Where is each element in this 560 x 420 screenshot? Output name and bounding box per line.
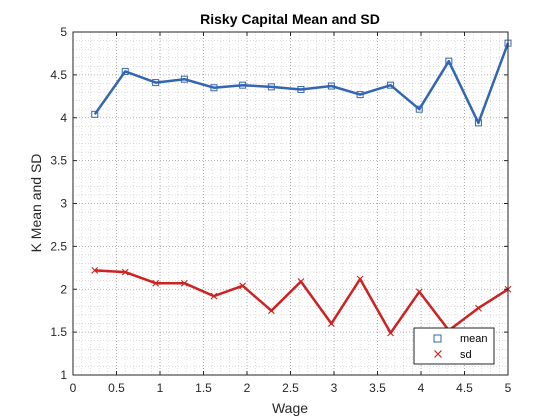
data-point-sd (239, 282, 247, 290)
data-point-mean (474, 119, 482, 127)
x-axis-label: Wage (272, 400, 308, 416)
series-line-mean (93, 42, 510, 125)
x-tick-label: 4 (418, 381, 425, 395)
data-point-sd (356, 275, 364, 283)
chart-title: Risky Capital Mean and SD (200, 11, 380, 27)
data-point-sd (180, 279, 188, 287)
data-point-mean (327, 82, 335, 90)
x-tick-label: 3 (331, 381, 338, 395)
data-point-mean (121, 67, 129, 75)
y-tick-label: 2 (60, 282, 67, 296)
data-point-sd (267, 307, 275, 315)
data-point-mean (152, 79, 160, 87)
y-tick-label: 2.5 (50, 239, 67, 253)
data-point-mean (239, 81, 247, 89)
x-tick-label: 4.5 (456, 381, 473, 395)
y-tick-label: 5 (60, 25, 67, 39)
legend-label-sd: sd (460, 349, 472, 361)
legend-box (413, 327, 495, 365)
data-point-sd (415, 288, 423, 296)
legend-x-marker-icon (434, 350, 442, 358)
data-point-mean (445, 57, 453, 65)
x-tick-label: 2.5 (282, 381, 299, 395)
y-tick-label: 4.5 (50, 68, 67, 82)
y-tick-label: 3 (60, 197, 67, 211)
x-tick-label: 2 (244, 381, 251, 395)
axis-ticks (72, 31, 509, 376)
data-point-mean (91, 110, 99, 118)
y-axis-tick-labels: 1 1.5 2 2.5 3 3.5 4 4.5 5 (50, 25, 67, 382)
y-tick-label: 4 (60, 111, 67, 125)
data-point-mean (356, 91, 364, 99)
data-point-mean (267, 83, 275, 91)
x-tick-label: 1 (157, 381, 164, 395)
data-point-sd (152, 279, 160, 287)
data-point-sd (91, 266, 99, 274)
data-point-mean (180, 75, 188, 83)
legend-square-marker-icon (433, 334, 442, 343)
data-point-sd (297, 278, 305, 285)
x-tick-label: 0.5 (108, 381, 125, 395)
data-point-mean (297, 85, 305, 93)
data-point-mean (387, 81, 395, 89)
x-tick-label: 1.5 (195, 381, 212, 395)
legend: mean sd (413, 327, 495, 365)
data-point-sd (121, 268, 129, 276)
data-point-mean (415, 105, 423, 113)
data-point-sd (387, 329, 394, 337)
data-point-sd (475, 304, 482, 312)
x-tick-label: 5 (505, 381, 512, 395)
y-tick-label: 1.5 (50, 325, 67, 339)
data-point-mean (210, 84, 218, 92)
legend-label-mean: mean (460, 333, 488, 345)
data-point-sd (328, 320, 335, 327)
y-tick-label: 1 (60, 368, 67, 382)
data-point-sd (210, 292, 218, 300)
y-tick-label: 3.5 (50, 154, 67, 168)
x-axis-tick-labels: 0 0.5 1 1.5 2 2.5 3 3.5 4 4.5 5 (70, 381, 512, 395)
x-tick-label: 3.5 (369, 381, 386, 395)
series-layer (91, 39, 512, 337)
y-axis-label: K Mean and SD (28, 154, 44, 253)
x-tick-label: 0 (70, 381, 77, 395)
